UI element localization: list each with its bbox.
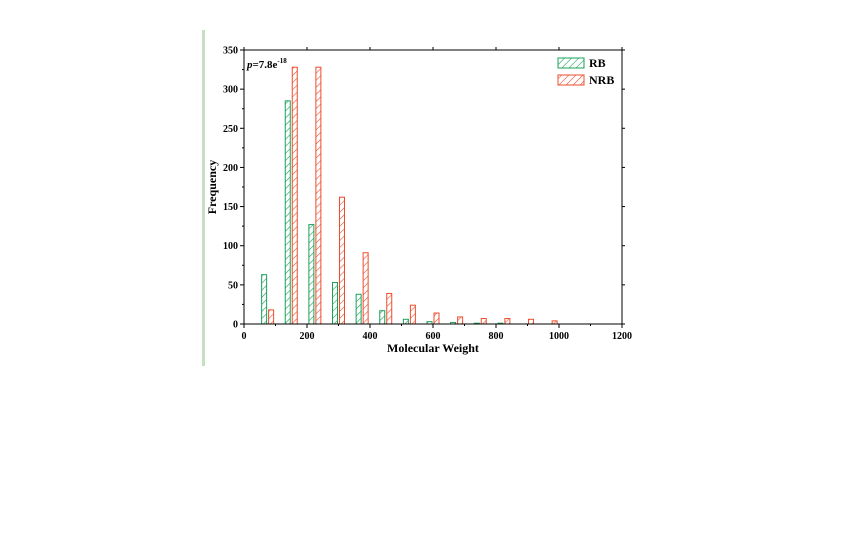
bar-nrb-7 (433, 312, 440, 325)
bar-nrb-11 (528, 318, 534, 325)
bar-nrb-8 (457, 316, 464, 325)
plot-frame (243, 49, 623, 325)
bars-layer (261, 66, 558, 325)
left-accent-bar (202, 30, 205, 366)
legend-swatch-nrb (557, 74, 585, 86)
bar-rb-3 (332, 282, 338, 325)
bar-nrb-1 (291, 66, 298, 325)
bar-rb-1 (284, 100, 291, 325)
bar-rb-0 (261, 274, 268, 325)
p-value-text: =7.8e (253, 59, 278, 71)
y-tick-label-5: 250 (223, 124, 238, 135)
x-tick-label-5: 1000 (549, 331, 569, 342)
legend-swatch-rb (557, 57, 585, 69)
x-tick-label-1: 200 (300, 331, 315, 342)
y-axis-title: Frequency (205, 160, 219, 214)
ticks-layer: 0 200 400 600 800 1000 1200 0 50 100 150 200 250 300 3… (223, 46, 632, 343)
y-tick-label-7: 350 (223, 46, 238, 57)
bar-nrb-3 (339, 196, 345, 325)
bar-nrb-4 (362, 252, 369, 325)
y-tick-label-0: 0 (233, 320, 238, 331)
legend: RB NRB (557, 56, 614, 87)
y-tick-label-4: 200 (223, 163, 238, 174)
y-tick-label-1: 50 (228, 280, 238, 291)
legend-label-rb: RB (589, 56, 606, 70)
bar-nrb-0 (268, 309, 275, 325)
y-tick-label-2: 100 (223, 241, 238, 252)
bar-nrb-6 (409, 304, 416, 325)
bar-nrb-9 (480, 318, 487, 325)
p-value-symbol: p (246, 59, 253, 71)
bar-nrb-5 (386, 292, 393, 325)
p-value-exponent: -18 (277, 57, 287, 65)
x-tick-label-2: 400 (363, 331, 378, 342)
x-tick-label-4: 800 (489, 331, 504, 342)
x-tick-label-6: 1200 (612, 331, 632, 342)
bar-rb-2 (308, 224, 315, 325)
bar-nrb-2 (315, 66, 322, 325)
bar-rb-6 (402, 318, 409, 325)
p-value-annotation: p=7.8e-18 (246, 57, 287, 71)
y-tick-label-6: 300 (223, 85, 238, 96)
x-tick-label-0: 0 (242, 331, 247, 342)
legend-label-nrb: NRB (589, 73, 614, 87)
bar-rb-4 (355, 293, 362, 325)
bar-rb-5 (379, 310, 386, 325)
y-tick-label-3: 150 (223, 202, 238, 213)
x-axis-title: Molecular Weight (387, 341, 479, 355)
bar-nrb-10 (504, 318, 511, 325)
x-tick-label-3: 600 (426, 331, 441, 342)
